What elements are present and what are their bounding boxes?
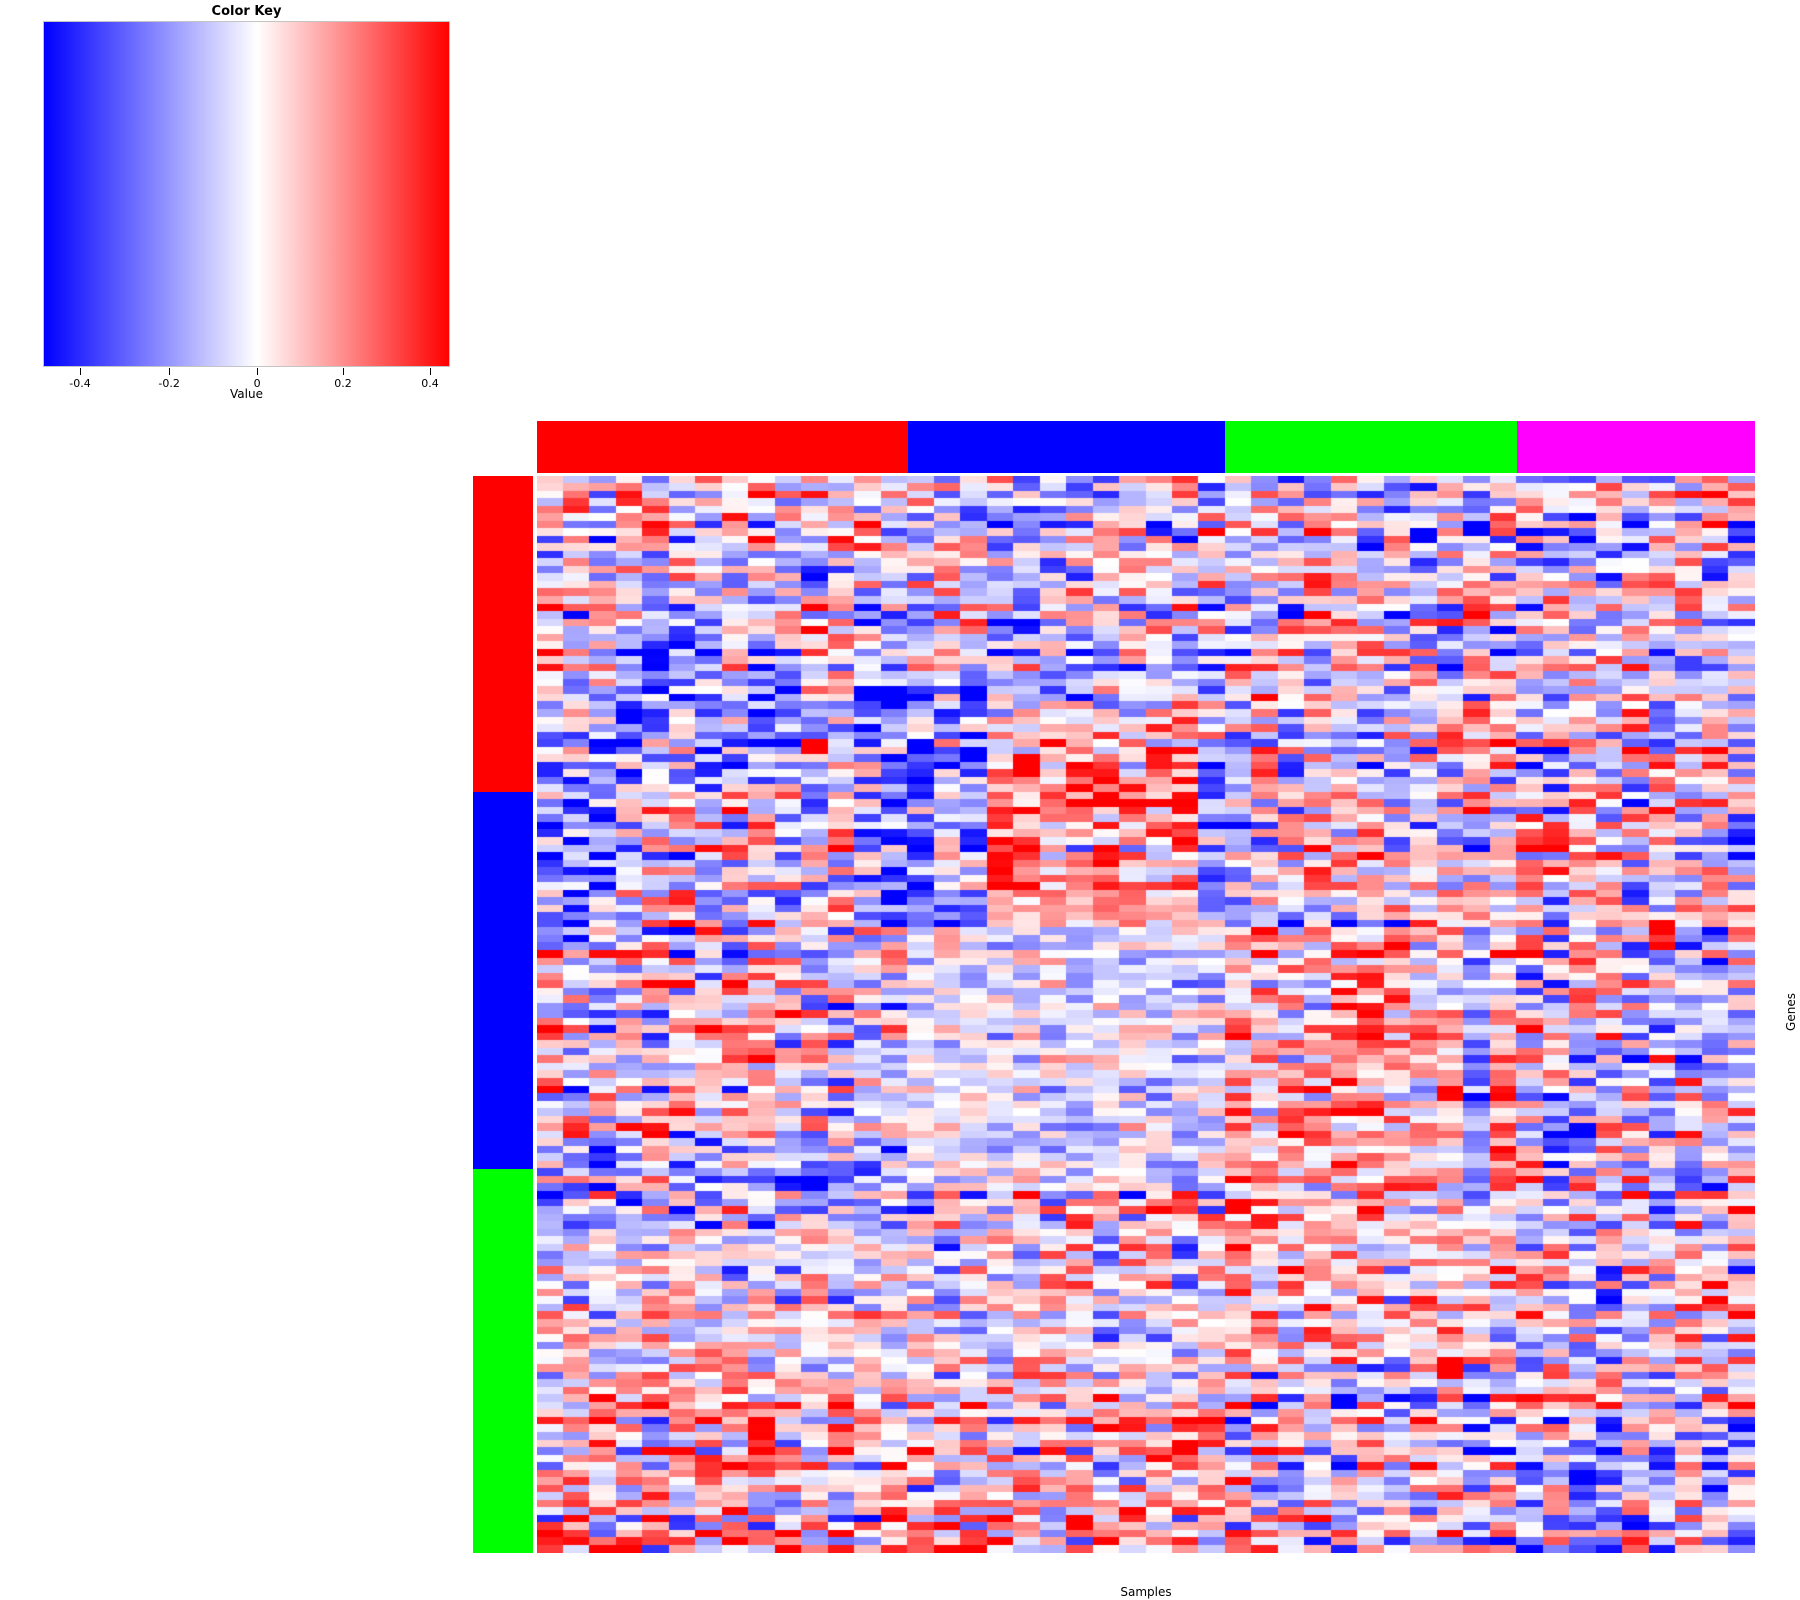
column-group-segment-3 — [1225, 421, 1517, 473]
color-key-tick — [80, 368, 82, 375]
color-key-tick — [430, 368, 432, 375]
color-key-tick — [342, 368, 344, 375]
color-key-tick-label: -0.2 — [158, 377, 180, 390]
color-key-title: Color Key — [211, 4, 282, 19]
column-group-segment-1 — [537, 421, 908, 473]
column-group-segment-2 — [907, 421, 1226, 473]
color-key-tick-label: 0 — [253, 377, 261, 390]
row-group-segment-1 — [473, 476, 533, 793]
column-group-segment-4 — [1516, 421, 1755, 473]
x-axis-label: Samples — [1120, 1585, 1172, 1599]
color-key-tick — [169, 368, 171, 375]
column-groups-band — [537, 421, 1755, 473]
y-axis-label: Genes — [1784, 993, 1798, 1031]
color-key-tick-label: 0.2 — [334, 377, 352, 390]
heatmap-cells — [537, 476, 1755, 1553]
color-key-tick-label: 0.4 — [421, 377, 439, 390]
color-key-tick-label: -0.4 — [69, 377, 91, 390]
color-key-gradient — [43, 21, 450, 367]
color-key-tick — [257, 368, 259, 375]
color-key-axis: -0.4 -0.2 0 0.2 0.4 — [43, 367, 450, 390]
row-group-segment-2 — [473, 792, 533, 1169]
color-key-axis-label: Value — [230, 387, 263, 401]
row-groups-band — [473, 476, 533, 1554]
row-group-segment-3 — [473, 1168, 533, 1554]
